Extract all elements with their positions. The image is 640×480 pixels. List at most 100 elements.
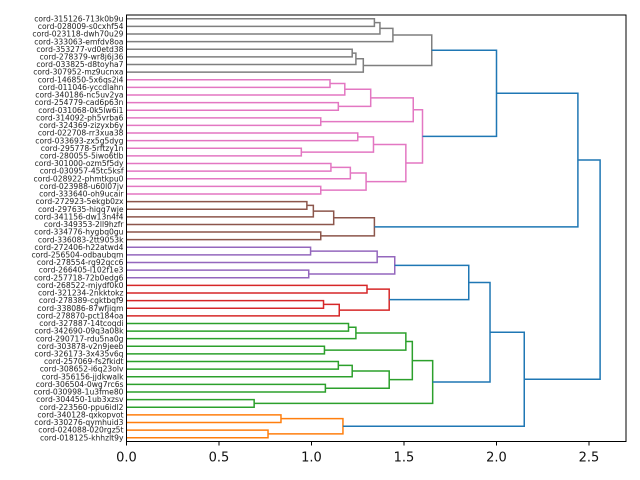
dendrogram-link: [126, 21, 381, 35]
leaf-label: cord-333063-emfdv8oa: [34, 37, 123, 46]
x-tick-label: 2.0: [486, 451, 507, 466]
x-axis: 0.0 0.5 1.0 1.5 2.0 2.5: [116, 441, 600, 466]
leaf-label: cord-306504-0wg7rc6s: [36, 380, 124, 389]
dendrogram-link: [126, 250, 378, 264]
leaf-label: cord-308652-i6q23olv: [40, 365, 124, 374]
leaf-label: cord-278389-cgktbqf9: [39, 296, 124, 305]
dendrogram-link: [389, 264, 470, 301]
dendrogram-link: [301, 136, 375, 153]
leaf-label: cord-349353-2ll9hzfr: [44, 220, 124, 229]
leaf-label: cord-326173-3x435v6q: [34, 350, 123, 359]
dendrogram-link: [126, 52, 357, 66]
dendrogram-link: [126, 78, 331, 89]
dendrogram-link: [126, 166, 352, 180]
dendrogram-link: [320, 172, 367, 191]
dendrogram-link: [126, 246, 312, 256]
leaf-label: cord-341156-dw13n4f4: [35, 212, 124, 221]
dendrogram-link: [405, 108, 424, 164]
leaf-label: cord-301000-ozm5f5dy: [35, 159, 124, 168]
dendrogram-link: [126, 383, 327, 393]
leaf-label: cord-278554-rg92qcc6: [37, 258, 124, 267]
leaf-label: cord-030957-45tc5ksf: [40, 167, 124, 176]
dendrogram-link: [126, 360, 340, 370]
leaf-label: cord-257069-fs2fkidt: [44, 357, 124, 366]
leaf-label: cord-272406-h22atwd4: [34, 243, 123, 252]
dendrogram-link: [126, 101, 340, 111]
leaf-label: cord-340186-nc5uv2ya: [35, 91, 123, 100]
dendrogram-link: [374, 92, 579, 228]
dendrogram-link: [126, 132, 359, 142]
x-tick-label: 0.0: [116, 451, 137, 466]
leaf-label: cord-018125-khhzlt9y: [40, 433, 124, 442]
plot-frame: [126, 14, 627, 442]
leaf-label: cord-353277-vd0etd38: [36, 45, 123, 54]
dendrogram-link: [126, 414, 282, 424]
dendrogram-link: [126, 48, 353, 58]
leaf-label: cord-011046-yccdlahn: [38, 83, 123, 92]
x-tick-label: 1.5: [394, 451, 415, 466]
dendrogram-link: [126, 162, 332, 172]
dendrogram-link: [363, 34, 433, 67]
leaf-label: cord-295778-5rftzy1n: [41, 144, 124, 153]
dendrogram-link: [268, 417, 344, 435]
dendrogram-link: [126, 322, 350, 332]
dendrogram-link: [338, 88, 372, 108]
dendrogram-link: [126, 231, 322, 241]
leaf-label: cord-314092-ph5vrba6: [36, 113, 124, 122]
leaf-label: cord-303878-v2n9jeeb: [37, 342, 123, 351]
dendrogram-link: [308, 256, 396, 275]
leaf-label: cord-146850-5x6qs2i4: [38, 75, 124, 84]
leaf-label: cord-336083-2tt9053k: [38, 235, 124, 244]
leaf-label: cord-028009-s0cxhf54: [38, 22, 124, 31]
dendrogram-link: [126, 210, 335, 226]
leaf-label: cord-321234-2nkktokz: [38, 289, 124, 298]
leaf-label: cord-278870-pct184oa: [37, 311, 124, 320]
dendrogram-link: [126, 429, 269, 439]
dendrogram-link: [389, 340, 414, 381]
leaf-label: cord-342690-09q3a08k: [34, 327, 124, 336]
leaf-label: cord-257718-72b0edg6: [34, 273, 124, 282]
dendrogram-link: [126, 58, 365, 73]
leaf-label: cord-278379-wr8j6j36: [40, 52, 124, 61]
dendrogram-link: [126, 147, 303, 157]
dendrogram-link: [324, 332, 407, 351]
leaf-label: cord-031068-0k5lw6i1: [38, 106, 123, 115]
dendrogram-link: [126, 326, 357, 340]
leaf-label: cord-280055-5iwo6tlb: [40, 151, 124, 160]
dendrogram-link: [126, 345, 326, 355]
dendrogram-link: [126, 364, 353, 378]
x-tick-label: 2.5: [579, 451, 600, 466]
dendrogram-link: [126, 398, 255, 408]
leaf-label: cord-266405-l102f1e3: [39, 266, 124, 275]
dendrogram-links: [126, 18, 601, 439]
dendrogram-link: [126, 117, 322, 127]
dendrogram-link: [126, 185, 322, 195]
dendrogram-link: [320, 217, 376, 237]
dendrogram-link: [422, 49, 498, 138]
leaf-label: cord-290717-rdu5na0g: [36, 334, 124, 343]
leaf-label: cord-223560-ppu6idl2: [39, 403, 123, 412]
leaf-label: cord-272923-5ekgb0zx: [36, 197, 124, 206]
dendrogram-link: [366, 143, 407, 183]
leaf-label: cord-356156-jjdkwalk: [42, 372, 125, 381]
dendrogram-link: [432, 281, 491, 383]
dendrogram-link: [325, 370, 390, 389]
leaf-label: cord-307952-mz9ucnxa: [33, 68, 123, 77]
leaf-label: cord-022708-rr3xua38: [38, 129, 124, 138]
dendrogram-link: [254, 359, 434, 405]
leaf-label: cord-333640-oh9ucair: [39, 190, 124, 199]
dendrogram-link: [524, 159, 601, 381]
leaf-label: cord-033693-zx5g5dyg: [35, 136, 123, 145]
leaf-label: cord-330276-qymhuid3: [34, 418, 123, 427]
dendrogram-link: [126, 284, 368, 294]
dendrogram-link: [126, 303, 340, 317]
dendrogram-link: [126, 27, 394, 43]
leaf-label: cord-334776-hygbq0gu: [34, 228, 124, 237]
dendrogram-link: [126, 204, 315, 218]
leaf-label: cord-315126-713k0b9u: [34, 14, 123, 23]
leaf-labels: cord-315126-713k0b9ucord-028009-s0cxhf54…: [31, 14, 124, 442]
dendrogram-link: [126, 200, 308, 210]
leaf-label: cord-024088-020rgz5t: [38, 426, 123, 435]
leaf-label: cord-338086-87wfjiqm: [37, 304, 123, 313]
